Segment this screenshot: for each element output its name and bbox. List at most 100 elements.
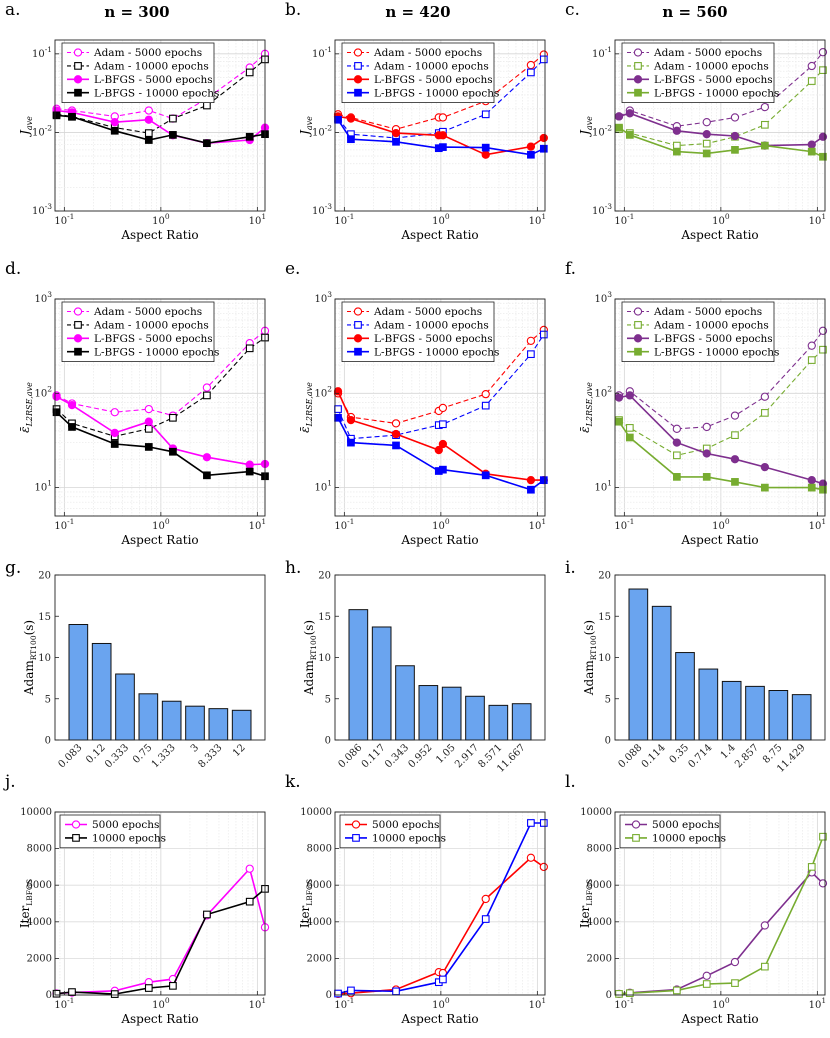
data-point xyxy=(481,150,490,159)
legend: 5000 epochs 10000 epochs xyxy=(339,814,446,849)
data-point xyxy=(144,424,153,433)
y-tick-label: 10 xyxy=(598,653,611,664)
series-line xyxy=(618,836,824,995)
x-tick-label: 10-1 xyxy=(614,996,634,1011)
x-tick-label: 10-1 xyxy=(334,996,354,1011)
y-axis-label: AdamRT100(s) xyxy=(22,620,38,696)
y-tick-label: 0 xyxy=(325,736,331,747)
axes-box xyxy=(54,298,266,517)
y-tick-label: 20 xyxy=(38,571,51,582)
data-point xyxy=(615,417,623,426)
x-tick-label: 0.083 xyxy=(56,742,84,770)
data-point xyxy=(526,336,536,345)
data-point xyxy=(625,131,634,139)
series-l-bfgs-10000-epochs xyxy=(615,123,827,161)
legend-label: 5000 epochs xyxy=(92,819,159,831)
legend-box xyxy=(619,814,721,849)
panel-label-e: e. xyxy=(285,259,300,279)
x-tick-label: 101 xyxy=(529,212,547,227)
x-tick-label: 0.086 xyxy=(336,742,364,770)
series-line xyxy=(56,330,266,417)
data-point xyxy=(347,438,355,447)
x-tick-label: 10-1 xyxy=(334,517,354,532)
bar xyxy=(68,624,89,741)
data-point xyxy=(481,110,490,119)
data-point xyxy=(391,429,401,439)
data-point xyxy=(110,408,119,417)
plot-area xyxy=(55,575,265,740)
data-point xyxy=(615,123,623,132)
y-tick-label: 0 xyxy=(605,736,611,747)
legend-label: Adam - 5000 epochs xyxy=(93,47,202,59)
x-tick-label: 10-1 xyxy=(54,212,74,227)
x-tick-label: 100 xyxy=(432,212,450,227)
x-tick-label: 0.952 xyxy=(406,742,434,770)
y-tick-label: 10000 xyxy=(300,807,332,818)
y-tick-label: 6000 xyxy=(587,880,612,891)
legend-label: Adam - 5000 epochs xyxy=(373,47,482,59)
axes-box xyxy=(54,39,266,212)
data-point xyxy=(807,61,816,71)
panel-label-c: c. xyxy=(565,0,580,20)
legend-swatch-marker xyxy=(633,307,643,316)
plot-area xyxy=(615,575,825,740)
legend-swatch-marker xyxy=(632,834,640,842)
data-point xyxy=(144,984,153,992)
legend-item: L-BFGS - 10000 epochs xyxy=(67,87,219,99)
data-point xyxy=(203,471,211,480)
panel-label-h: h. xyxy=(285,558,301,578)
axes-box xyxy=(614,39,826,212)
data-point xyxy=(807,475,816,485)
x-tick-label: 100 xyxy=(712,996,730,1011)
data-point xyxy=(438,131,448,140)
y-tick-label: 101 xyxy=(594,479,612,494)
y-tick-label: 8000 xyxy=(27,844,52,855)
legend-swatch-marker xyxy=(354,62,362,70)
legend-item: 10000 epochs xyxy=(625,833,726,845)
legend-swatch-marker xyxy=(73,75,83,84)
legend-item: Adam - 5000 epochs xyxy=(347,306,482,318)
data-point xyxy=(203,391,211,400)
bar xyxy=(395,665,415,741)
series-line xyxy=(618,349,824,456)
data-point xyxy=(807,341,816,350)
legend-item: 5000 epochs xyxy=(625,819,719,831)
data-point xyxy=(625,391,634,400)
data-point xyxy=(819,485,827,494)
bar xyxy=(745,685,765,741)
y-tick-label: 8000 xyxy=(307,844,332,855)
data-point xyxy=(438,439,448,449)
x-tick-label: 1.4 xyxy=(719,742,738,761)
axes-box xyxy=(334,39,546,212)
data-point xyxy=(673,473,681,481)
data-point xyxy=(144,136,153,144)
data-point xyxy=(625,424,634,432)
y-tick-label: 15 xyxy=(38,612,51,623)
bar xyxy=(441,686,462,741)
data-point xyxy=(169,114,177,123)
data-point xyxy=(439,143,447,151)
legend-label: L-BFGS - 5000 epochs xyxy=(94,74,213,86)
series-l-bfgs-5000-epochs xyxy=(333,112,548,159)
x-tick-label: 2.917 xyxy=(453,742,481,770)
data-point xyxy=(245,897,254,906)
y-tick-label: 4000 xyxy=(307,917,332,928)
data-point xyxy=(730,113,740,122)
legend-item: L-BFGS - 5000 epochs xyxy=(67,333,213,345)
data-point xyxy=(144,404,153,414)
panel-label-b: b. xyxy=(285,0,301,20)
data-point xyxy=(527,485,535,494)
series-line xyxy=(618,330,824,430)
legend-label: 10000 epochs xyxy=(372,833,446,845)
data-point xyxy=(625,989,634,998)
data-point xyxy=(67,400,77,410)
legend-label: L-BFGS - 10000 epochs xyxy=(654,346,779,358)
legend-item: L-BFGS - 5000 epochs xyxy=(347,74,493,86)
bar xyxy=(208,708,229,741)
legend-label: 5000 epochs xyxy=(652,819,719,831)
x-tick-label: 101 xyxy=(809,212,827,227)
panel-e: e. 10-1 100 101 101 102 103 Aspect Ratio ε̄L2RSE… xyxy=(285,259,548,547)
data-point xyxy=(672,438,682,447)
